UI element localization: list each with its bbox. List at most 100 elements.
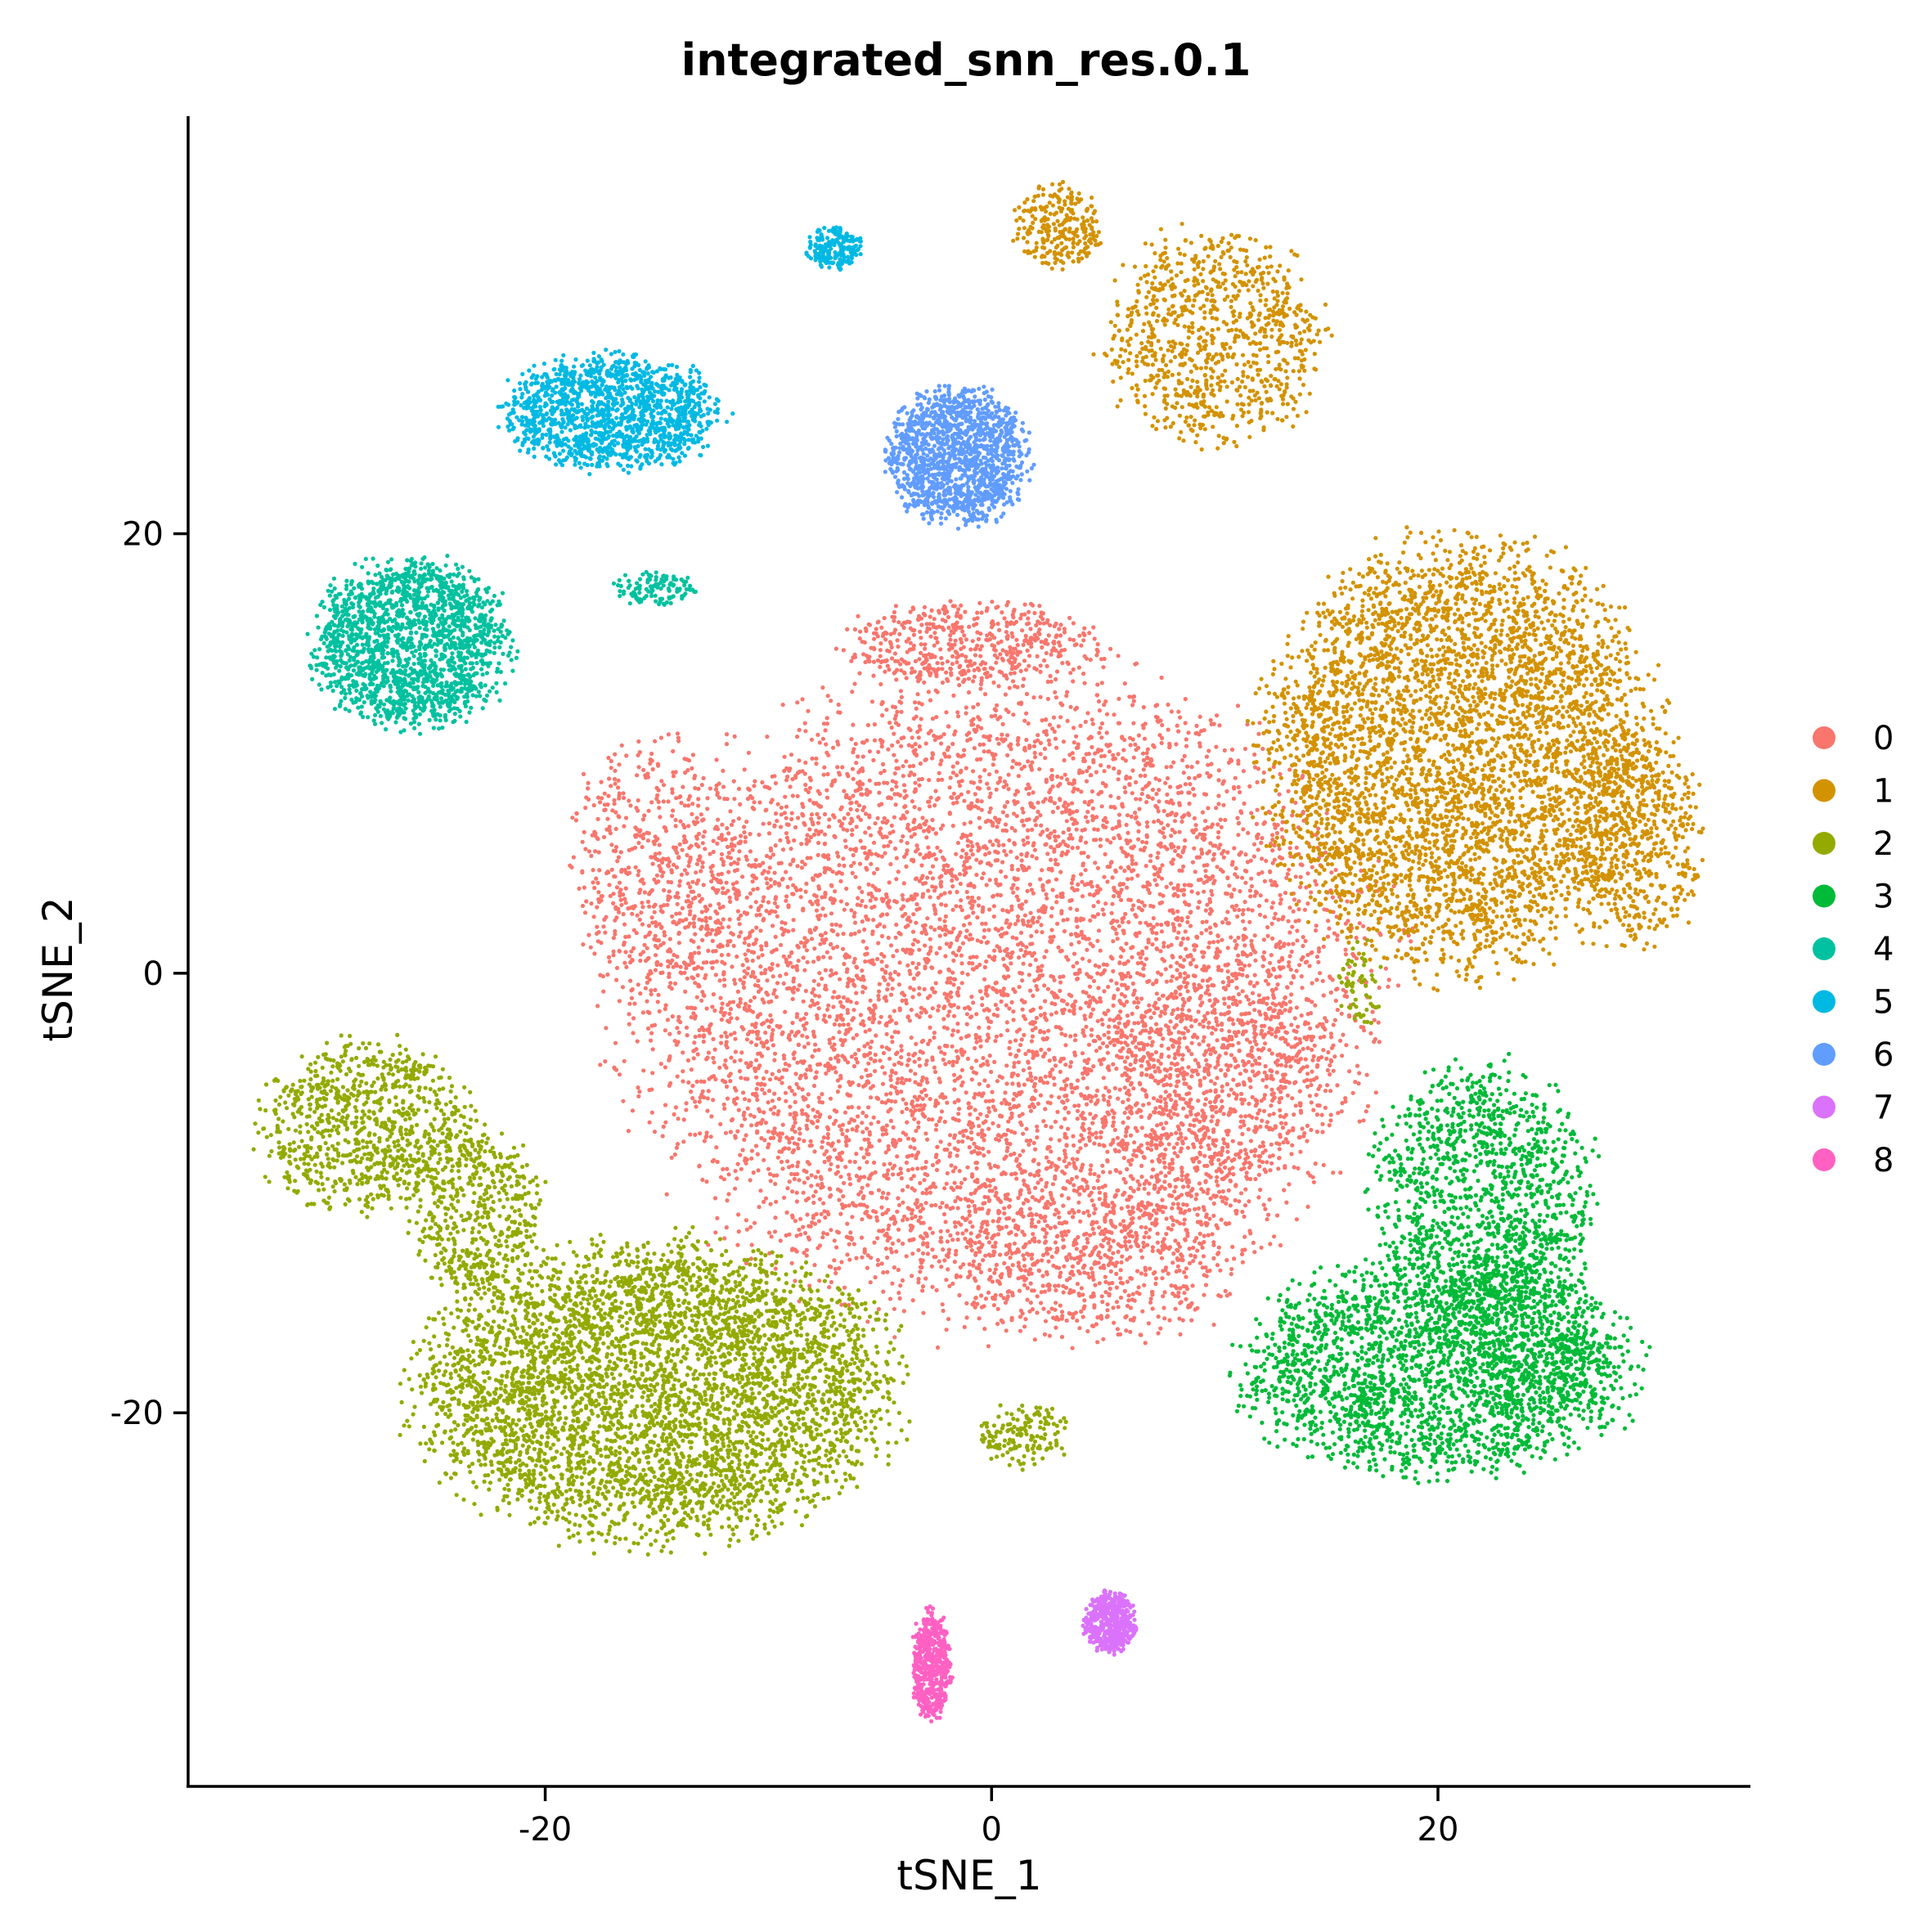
data-point	[947, 1143, 951, 1147]
data-point	[1112, 1239, 1116, 1243]
data-point	[955, 1055, 959, 1059]
data-point	[1204, 1172, 1208, 1176]
data-point	[755, 913, 759, 917]
data-point	[884, 1247, 888, 1251]
data-point	[1016, 1073, 1020, 1077]
data-point	[681, 1139, 685, 1143]
data-point	[753, 975, 757, 979]
data-point	[1206, 748, 1211, 753]
data-point	[718, 978, 722, 982]
data-point	[874, 1210, 878, 1214]
data-point	[978, 1229, 982, 1233]
data-point	[1203, 1103, 1207, 1107]
data-point	[931, 865, 935, 869]
data-point	[869, 1280, 873, 1284]
data-point	[1143, 1134, 1148, 1138]
data-point	[1144, 1230, 1148, 1234]
data-point	[1126, 813, 1130, 817]
data-point	[1294, 874, 1298, 878]
data-point	[1060, 1193, 1064, 1197]
data-point	[1099, 1256, 1103, 1260]
data-point	[844, 795, 848, 799]
data-point	[1243, 1148, 1247, 1152]
data-point	[1024, 945, 1028, 949]
data-point	[885, 1032, 889, 1036]
data-point	[1067, 1229, 1071, 1233]
data-point	[784, 831, 789, 835]
data-point	[653, 1130, 657, 1134]
data-point	[992, 1271, 996, 1275]
data-point	[955, 1022, 959, 1026]
data-point	[1164, 921, 1168, 925]
data-point	[990, 1090, 994, 1094]
data-point	[861, 974, 865, 978]
data-point	[1171, 761, 1175, 765]
data-point	[824, 1072, 828, 1076]
data-point	[782, 982, 786, 986]
data-point	[1139, 996, 1143, 1000]
data-point	[1197, 878, 1201, 882]
data-point	[899, 1171, 903, 1175]
data-point	[1279, 897, 1283, 901]
data-point	[997, 742, 1001, 746]
data-point	[985, 782, 989, 786]
data-point	[780, 1166, 784, 1170]
data-point	[1234, 904, 1238, 908]
data-point	[982, 1153, 986, 1157]
data-point	[664, 1003, 668, 1007]
data-point	[1147, 1102, 1151, 1106]
data-point	[725, 1225, 729, 1229]
data-point	[748, 1225, 753, 1229]
data-point	[1007, 925, 1011, 929]
data-point	[962, 864, 966, 868]
data-point	[851, 1036, 856, 1040]
data-point	[950, 1063, 955, 1067]
data-point	[1274, 883, 1278, 887]
data-point	[913, 805, 917, 809]
data-point	[905, 810, 909, 814]
data-point	[1116, 987, 1120, 991]
data-point	[795, 735, 799, 739]
data-point	[659, 1062, 663, 1066]
data-point	[1067, 1111, 1071, 1115]
data-point	[714, 973, 718, 977]
data-point	[1215, 865, 1219, 869]
data-point	[1160, 676, 1164, 680]
data-point	[753, 863, 757, 867]
data-point	[1159, 923, 1163, 927]
data-point	[720, 953, 724, 957]
data-point	[1079, 1113, 1083, 1117]
data-point	[1206, 1188, 1210, 1192]
data-point	[1022, 922, 1026, 926]
data-point	[1106, 1302, 1110, 1306]
data-point	[1263, 820, 1267, 824]
data-point	[650, 1024, 654, 1028]
data-point	[1152, 916, 1156, 920]
data-point	[1112, 888, 1117, 892]
data-point	[1110, 911, 1114, 915]
data-point	[686, 1058, 690, 1063]
data-point	[1221, 1189, 1225, 1193]
data-point	[1195, 1213, 1199, 1217]
data-point	[878, 832, 883, 836]
data-point	[1155, 883, 1159, 887]
data-point	[1063, 1033, 1067, 1037]
data-point	[1166, 1046, 1170, 1050]
data-point	[815, 1001, 820, 1005]
data-point	[668, 961, 672, 965]
data-point	[901, 905, 905, 909]
data-point	[1123, 961, 1127, 965]
data-point	[762, 1076, 766, 1081]
data-point	[1290, 925, 1294, 929]
data-point	[910, 1036, 914, 1040]
data-point	[1090, 1121, 1094, 1126]
data-point	[725, 1167, 729, 1171]
data-point	[1162, 1179, 1166, 1184]
data-point	[1256, 1112, 1260, 1116]
data-point	[703, 1139, 707, 1143]
data-point	[1142, 963, 1146, 967]
data-point	[1100, 721, 1104, 726]
data-point	[1068, 906, 1072, 910]
data-point	[944, 928, 948, 932]
